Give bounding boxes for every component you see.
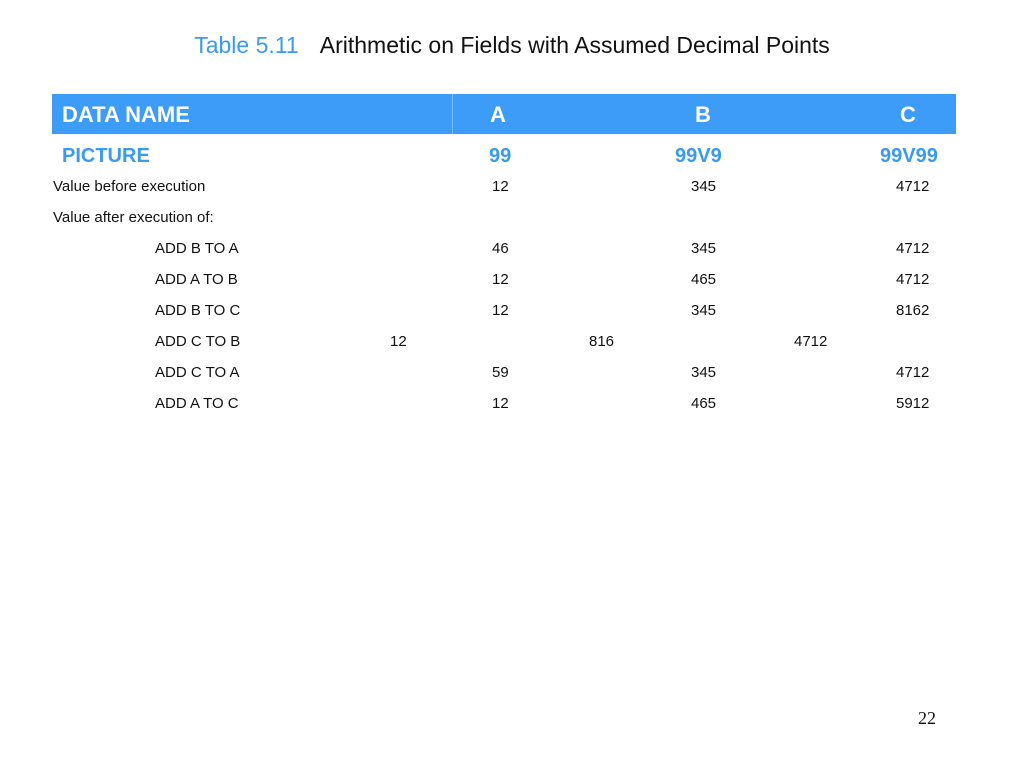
row-label: ADD B TO A xyxy=(155,240,239,257)
table-row: ADD B TO C 12 345 8162 xyxy=(52,302,956,326)
picture-row: PICTURE 99 99V9 99V99 xyxy=(52,143,956,169)
picture-col-c: 99V99 xyxy=(880,145,938,167)
header-divider xyxy=(452,94,453,134)
row-value-a: 12 xyxy=(492,271,509,288)
row-value-c: 4712 xyxy=(896,364,930,381)
table-row: ADD A TO B 12 465 4712 xyxy=(52,271,956,295)
row-value-b: 345 xyxy=(691,302,717,319)
row-value-b: 465 xyxy=(691,271,717,288)
page-number: 22 xyxy=(918,708,936,728)
row-value-b: 345 xyxy=(691,178,717,195)
header-col-b: B xyxy=(695,102,711,127)
row-value-a: 12 xyxy=(492,302,509,319)
row-label: ADD A TO C xyxy=(155,395,239,412)
row-value-a: 12 xyxy=(390,333,407,350)
table-header: DATA NAME A B C xyxy=(52,94,956,134)
table-row: ADD C TO B 12 816 4712 xyxy=(52,333,956,357)
row-value-c: 4712 xyxy=(896,178,930,195)
row-label: Value before execution xyxy=(53,178,206,195)
row-value-b: 345 xyxy=(691,364,717,381)
row-value-c: 4712 xyxy=(896,240,930,257)
slide-title: Table 5.11 Arithmetic on Fields with Ass… xyxy=(0,32,1024,59)
picture-label: PICTURE xyxy=(62,145,150,167)
row-label: ADD B TO C xyxy=(155,302,241,319)
row-label: ADD C TO B xyxy=(155,333,241,350)
table-row: ADD A TO C 12 465 5912 xyxy=(52,395,956,419)
row-value-b: 345 xyxy=(691,240,717,257)
table-row: Value before execution 12 345 4712 xyxy=(52,178,956,202)
row-label: ADD C TO A xyxy=(155,364,240,381)
row-label: ADD A TO B xyxy=(155,271,238,288)
header-col-a: A xyxy=(490,102,506,127)
row-value-c: 8162 xyxy=(896,302,930,319)
row-value-a: 12 xyxy=(492,178,509,195)
row-label: Value after execution of: xyxy=(53,209,214,226)
row-value-c: 4712 xyxy=(794,333,828,350)
row-value-b: 465 xyxy=(691,395,717,412)
row-value-a: 12 xyxy=(492,395,509,412)
table-title: Arithmetic on Fields with Assumed Decima… xyxy=(319,32,830,58)
row-value-c: 5912 xyxy=(896,395,930,412)
header-col-c: C xyxy=(900,102,916,127)
row-value-a: 59 xyxy=(492,364,509,381)
table-row: Value after execution of: xyxy=(52,209,956,233)
table-row: ADD B TO A 46 345 4712 xyxy=(52,240,956,264)
table-row: ADD C TO A 59 345 4712 xyxy=(52,364,956,388)
row-value-a: 46 xyxy=(492,240,509,257)
picture-col-b: 99V9 xyxy=(675,145,722,167)
header-data-name: DATA NAME xyxy=(62,102,190,127)
table-number: Table 5.11 xyxy=(194,32,299,58)
row-value-b: 816 xyxy=(589,333,615,350)
row-value-c: 4712 xyxy=(896,271,930,288)
picture-col-a: 99 xyxy=(489,145,512,167)
